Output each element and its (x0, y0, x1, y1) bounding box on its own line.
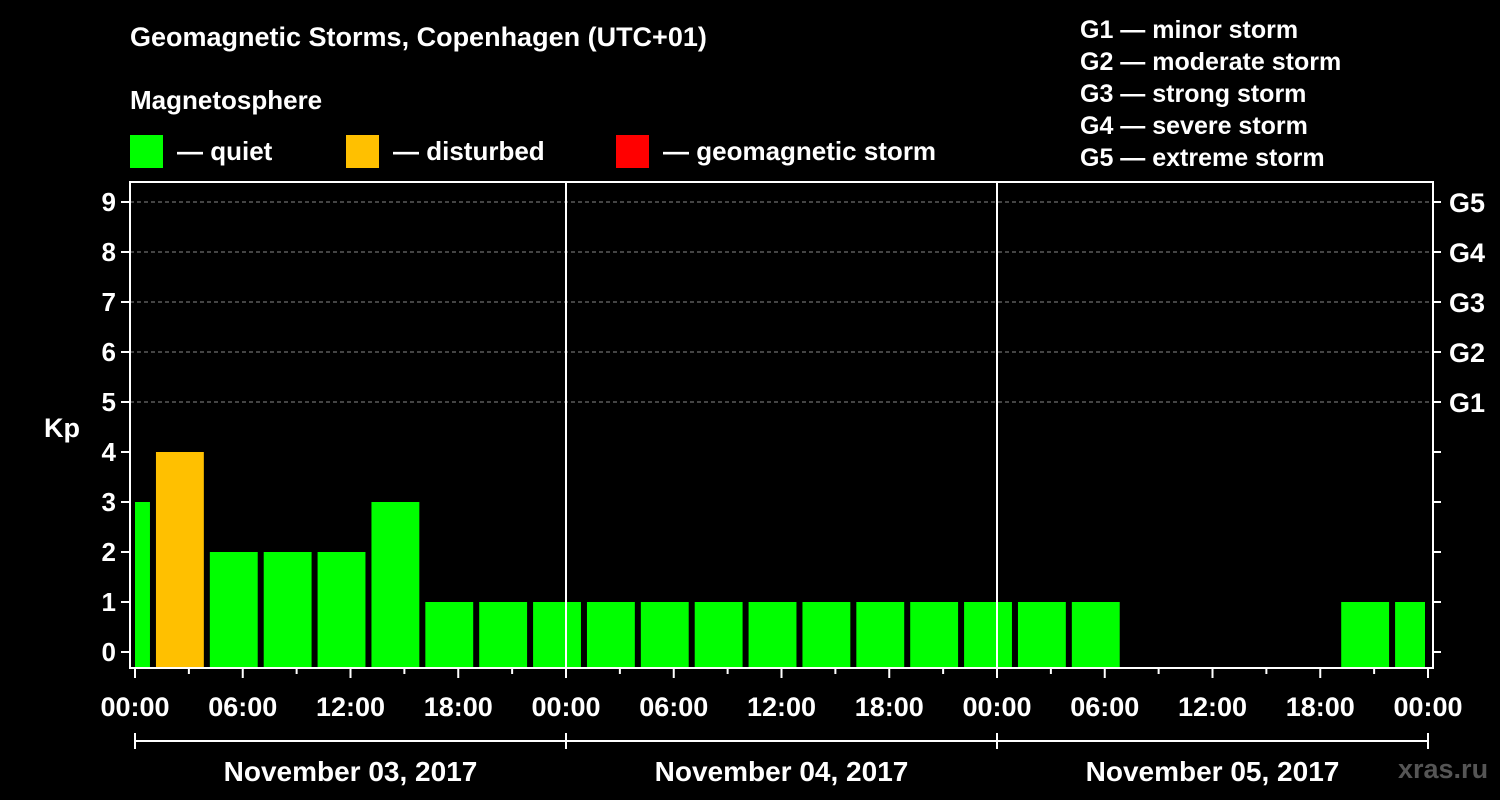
y-tick-label: 2 (102, 537, 116, 567)
y-axis-label: Kp (44, 413, 80, 443)
kp-bar (135, 502, 150, 668)
kp-bar (209, 552, 258, 668)
x-tick-label: 18:00 (855, 692, 924, 722)
kp-bar (425, 602, 474, 668)
kp-bar (317, 552, 366, 668)
y-tick-label: 8 (102, 237, 116, 267)
x-tick-label: 00:00 (962, 692, 1031, 722)
g-level-label: G3 (1449, 288, 1485, 318)
kp-bar (856, 602, 905, 668)
kp-bar (1071, 602, 1120, 668)
g-level-label: G4 (1449, 238, 1485, 268)
y-tick-label: 7 (102, 287, 116, 317)
storm-scale-g2: G2 — moderate storm (1080, 48, 1342, 76)
axes (121, 181, 1441, 749)
legend-subtitle: Magnetosphere (130, 85, 323, 115)
x-tick-label: 12:00 (747, 692, 816, 722)
kp-bar (1017, 602, 1066, 668)
kp-bars (135, 452, 1425, 668)
x-tick-label: 18:00 (424, 692, 493, 722)
kp-bar (964, 602, 1012, 668)
date-label: November 04, 2017 (655, 756, 909, 787)
kp-bar (1341, 602, 1390, 668)
x-tick-label: 00:00 (100, 692, 169, 722)
date-label: November 05, 2017 (1086, 756, 1340, 787)
x-tick-label: 06:00 (639, 692, 708, 722)
g-level-label: G2 (1449, 338, 1485, 368)
y-tick-label: 4 (102, 437, 117, 467)
kp-bar (263, 552, 312, 668)
grid-lines (130, 201, 1433, 403)
kp-bar (910, 602, 959, 668)
x-tick-label: 00:00 (531, 692, 600, 722)
legend-quiet-label: — quiet (177, 135, 273, 166)
y-tick-label: 9 (102, 187, 116, 217)
x-tick-label: 12:00 (1178, 692, 1247, 722)
legend-disturbed-swatch (346, 134, 379, 168)
y-tick-label: 0 (102, 637, 116, 667)
legend-disturbed-label: — disturbed (393, 135, 545, 166)
legend-quiet: — quiet (130, 134, 272, 168)
kp-bar (694, 602, 743, 668)
kp-bar (748, 602, 797, 668)
legend-disturbed: — disturbed (346, 134, 545, 168)
x-tick-label: 06:00 (208, 692, 277, 722)
x-tick-label: 00:00 (1393, 692, 1462, 722)
y-tick-label: 5 (102, 387, 116, 417)
kp-bar (1395, 602, 1425, 668)
y-tick-label: 6 (102, 337, 116, 367)
kp-bar (802, 602, 851, 668)
legend-storm: — geomagnetic storm (616, 134, 936, 168)
y-tick-label: 3 (102, 487, 116, 517)
storm-scale-g4: G4 — severe storm (1080, 112, 1308, 140)
kp-bar (586, 602, 635, 668)
storm-scale-legend: G1 — minor storm G2 — moderate storm G3 … (1080, 14, 1341, 174)
kp-bar (640, 602, 689, 668)
x-tick-label: 12:00 (316, 692, 385, 722)
kp-bar (155, 452, 204, 668)
legend-storm-swatch (616, 134, 649, 168)
x-tick-label: 06:00 (1070, 692, 1139, 722)
kp-bar (533, 602, 581, 668)
x-tick-label: 18:00 (1286, 692, 1355, 722)
legend-quiet-swatch (130, 134, 163, 168)
watermark: xras.ru (1398, 754, 1489, 784)
date-label: November 03, 2017 (224, 756, 478, 787)
storm-scale-g1: G1 — minor storm (1080, 16, 1299, 44)
storm-scale-g3: G3 — strong storm (1080, 80, 1307, 108)
chart-title: Geomagnetic Storms, Copenhagen (UTC+01) (130, 22, 707, 52)
kp-bar (479, 602, 528, 668)
legend-storm-label: — geomagnetic storm (663, 135, 937, 166)
y-tick-label: 1 (102, 587, 116, 617)
kp-bar (371, 502, 420, 668)
storm-scale-g5: G5 — extreme storm (1080, 144, 1325, 172)
g-level-label: G5 (1449, 188, 1485, 218)
g-level-label: G1 (1449, 388, 1485, 418)
axis-labels: 0 1 2 3 4 5 6 7 8 9 G1 G2 G3 G4 G5 Kp 00:00 06:00 12:00 18:… (44, 187, 1485, 787)
